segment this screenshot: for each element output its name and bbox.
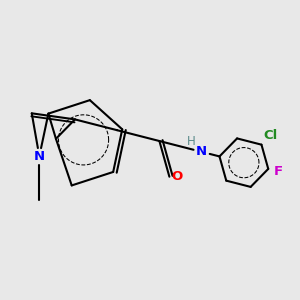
Text: Cl: Cl (263, 129, 278, 142)
Text: O: O (172, 170, 183, 183)
Text: H: H (187, 135, 196, 148)
Text: N: N (34, 150, 45, 163)
Text: N: N (196, 145, 207, 158)
Text: F: F (274, 165, 283, 178)
